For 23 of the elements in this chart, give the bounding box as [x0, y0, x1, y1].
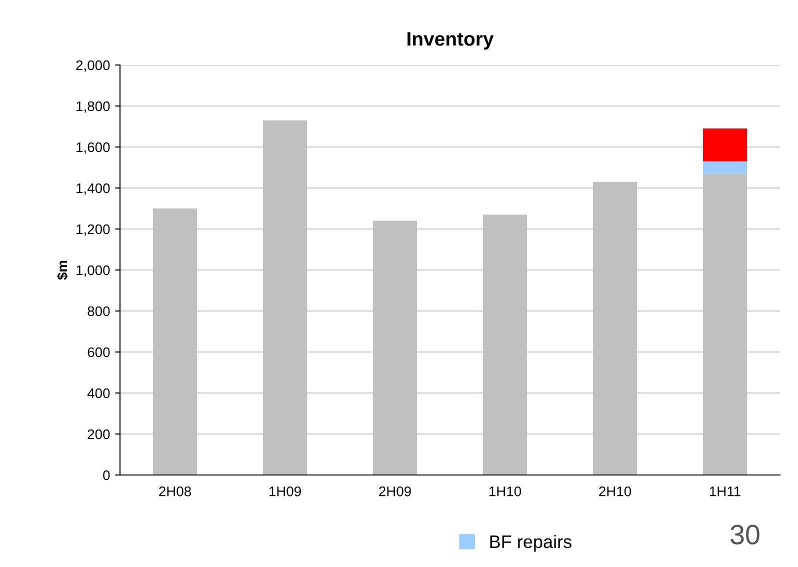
legend-label: BF repairs: [490, 534, 572, 552]
y-tick-label: 1,800: [76, 101, 110, 113]
x-tick-label: 1H10: [489, 486, 522, 496]
y-tick-label: 0: [103, 470, 110, 480]
x-tick-label: 2H09: [379, 486, 411, 496]
y-tick-label: 600: [88, 347, 110, 358]
x-tick-label: 1H11: [710, 486, 740, 496]
y-tick-label: 800: [88, 306, 110, 316]
y-tick-label: 400: [87, 388, 110, 398]
y-tick-label: 1,600: [76, 142, 110, 154]
y-tick-label: 2,000: [76, 60, 110, 72]
y-tick-label: 1,400: [76, 183, 110, 195]
y-axis-title: $m: [56, 260, 68, 280]
x-tick-label: 2H10: [599, 486, 632, 496]
text: 30: [730, 524, 760, 544]
bar: [703, 161, 747, 174]
bar: [703, 128, 747, 162]
chart-title: Inventory: [408, 32, 494, 50]
y-tick-label: 200: [88, 429, 110, 440]
y-tick-label: 1,200: [76, 224, 110, 236]
x-tick-label: 2H08: [159, 486, 191, 496]
y-tick-label: 1,000: [76, 265, 110, 277]
x-tick-label: 1H09: [269, 486, 301, 496]
